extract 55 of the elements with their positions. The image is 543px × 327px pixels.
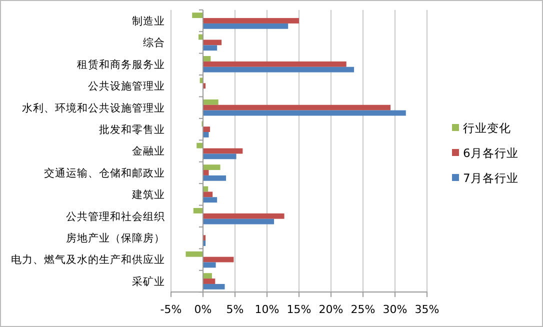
bar [203,110,406,116]
y-tick-label: 制造业 [132,14,165,28]
x-tick-label: 25% [350,302,376,316]
bar [203,170,209,176]
y-tick-label: 综合 [143,36,165,50]
legend-label: 7月各行业 [463,171,518,186]
y-tick-label: 建筑业 [131,188,165,202]
bar [203,273,212,279]
bar [203,213,284,219]
bar [203,192,213,198]
bar [196,142,203,148]
bar [203,218,274,224]
bar [203,278,216,284]
bar [203,18,299,24]
y-tick-label: 采矿业 [132,274,165,288]
bar [203,99,218,105]
bar [203,175,226,181]
y-tick-label: 批发和零售业 [99,122,165,136]
bar [203,197,218,203]
bar [193,208,203,214]
y-tick-label: 交通运输、仓储和邮政业 [44,166,165,180]
bar [203,126,210,132]
bar [203,262,216,268]
bar [203,284,225,290]
bar [203,256,234,262]
y-tick-label: 租赁和商务服务业 [77,58,165,71]
bar [203,61,346,67]
x-tick-label: 0% [194,302,212,316]
x-tick-label: 10% [254,302,280,316]
y-tick-label: 公共设施管理业 [88,80,165,93]
bar [203,66,354,72]
y-tick-label: 房地产业（保障房） [66,232,165,245]
x-tick-label: 35% [414,302,440,316]
bar [203,56,211,62]
legend-label: 6月各行业 [463,146,518,160]
bar [203,148,243,154]
bar [203,132,209,138]
x-tick-label: 20% [318,302,344,316]
bar [186,251,203,257]
bar [203,23,288,29]
y-tick-label: 金融业 [132,144,165,158]
y-tick-label: 公共管理和社会组织 [66,210,165,223]
x-tick-label: 5% [226,302,244,316]
bar [203,104,391,110]
x-tick-label: 30% [382,302,408,316]
x-tick-label: 15% [286,302,312,316]
legend-label: 行业变化 [463,121,511,136]
bar [203,154,236,160]
bar [203,45,218,51]
y-tick-label: 水利、环境和公共设施管理业 [22,101,165,114]
bar [203,164,220,170]
y-tick-label: 电力、燃气及水的生产和供应业 [11,253,165,266]
bar [203,40,222,46]
x-tick-label: -5% [160,302,182,316]
bar [192,12,203,18]
